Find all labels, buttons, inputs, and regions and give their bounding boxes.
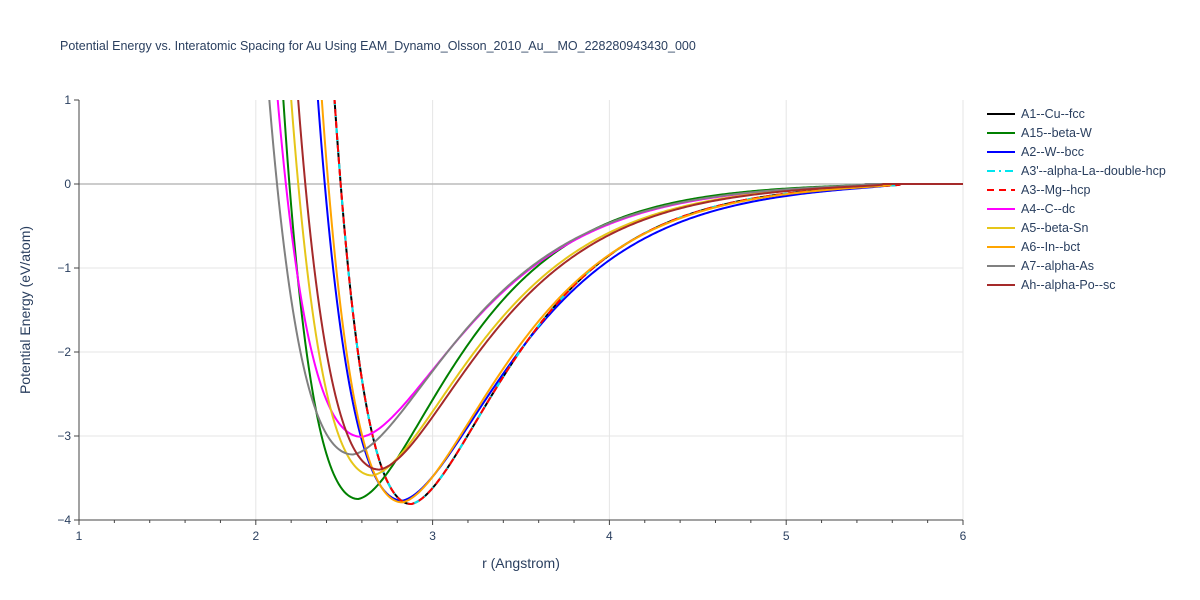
x-tick-label: 5	[783, 529, 790, 543]
y-tick-label: −1	[57, 261, 71, 275]
legend-item[interactable]: A3'--alpha-La--double-hcp	[987, 164, 1166, 178]
legend-item[interactable]: A4--C--dc	[987, 202, 1075, 216]
grid-lines	[79, 100, 964, 520]
x-tick-label: 2	[252, 529, 259, 543]
legend-item[interactable]: A15--beta-W	[987, 126, 1092, 140]
series-line-7	[320, 100, 963, 504]
series-lines	[268, 100, 963, 506]
legend-label: A7--alpha-As	[1021, 259, 1094, 273]
axes	[74, 99, 964, 525]
series-line-9	[297, 100, 963, 471]
y-axis-title: Potential Energy (eV/atom)	[17, 226, 33, 394]
legend-label: Ah--alpha-Po--sc	[1021, 278, 1115, 292]
y-tick-label: −4	[57, 513, 71, 527]
legend-label: A5--beta-Sn	[1021, 221, 1088, 235]
x-tick-label: 3	[429, 529, 436, 543]
legend-label: A3'--alpha-La--double-hcp	[1021, 164, 1166, 178]
legend-item[interactable]: A1--Cu--fcc	[987, 107, 1085, 121]
legend-item[interactable]: A6--In--bct	[987, 240, 1081, 254]
tick-labels: 1 2 3 4 5 6 1 0 −1 −2 −3 −4	[57, 93, 966, 543]
y-tick-label: 1	[64, 93, 71, 107]
legend-label: A6--In--bct	[1021, 240, 1081, 254]
y-tick-label: −3	[57, 429, 71, 443]
legend-label: A4--C--dc	[1021, 202, 1075, 216]
legend-item[interactable]: A5--beta-Sn	[987, 221, 1088, 235]
legend[interactable]: A1--Cu--fcc A15--beta-W A2--W--bcc A3'--alp…	[987, 107, 1166, 292]
legend-label: A3--Mg--hcp	[1021, 183, 1091, 197]
legend-item[interactable]: Ah--alpha-Po--sc	[987, 278, 1115, 292]
x-tick-label: 1	[76, 529, 83, 543]
legend-label: A1--Cu--fcc	[1021, 107, 1085, 121]
legend-label: A15--beta-W	[1021, 126, 1092, 140]
x-axis-title: r (Angstrom)	[482, 555, 560, 571]
legend-item[interactable]: A7--alpha-As	[987, 259, 1094, 273]
x-tick-label: 6	[960, 529, 967, 543]
series-line-8	[268, 100, 963, 456]
legend-item[interactable]: A3--Mg--hcp	[987, 183, 1091, 197]
x-tick-label: 4	[606, 529, 613, 543]
y-tick-label: 0	[64, 177, 71, 191]
y-tick-label: −2	[57, 345, 71, 359]
legend-label: A2--W--bcc	[1021, 145, 1084, 159]
chart-title: Potential Energy vs. Interatomic Spacing…	[60, 39, 696, 53]
legend-item[interactable]: A2--W--bcc	[987, 145, 1084, 159]
